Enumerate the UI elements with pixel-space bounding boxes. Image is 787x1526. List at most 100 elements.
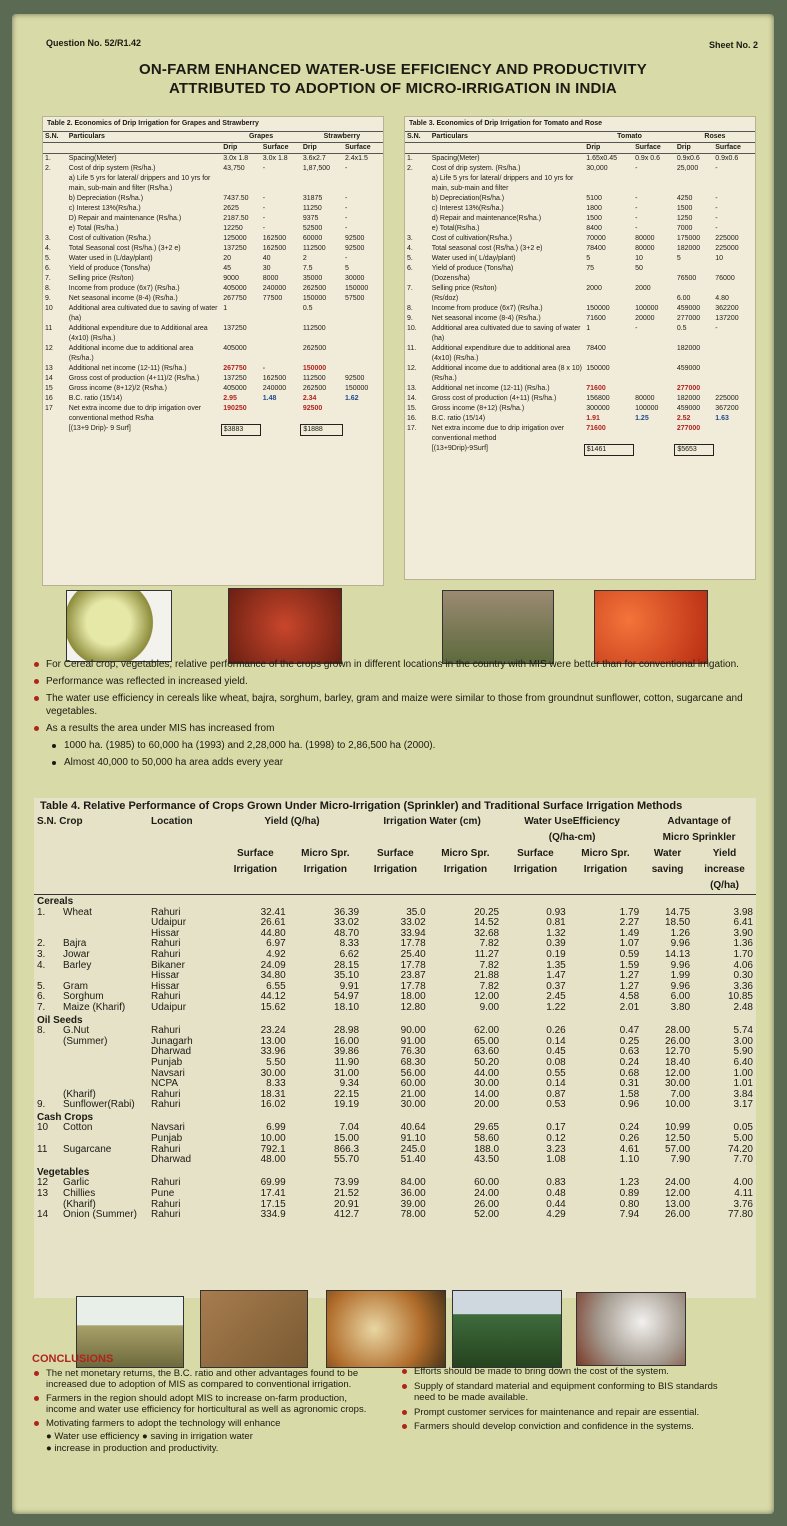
row-value: 1 [586, 325, 591, 332]
row-value: 91.10 [400, 1133, 426, 1145]
row-crop [60, 1155, 148, 1166]
row-value: 11.90 [334, 1056, 360, 1068]
row-value [633, 444, 675, 455]
row-value: 4.58 [619, 991, 640, 1003]
row-value: 0.83 [546, 1177, 566, 1189]
row-value: - [635, 225, 638, 232]
row-value: 182000 [676, 395, 701, 402]
row-sn [34, 1037, 60, 1048]
t4-h-wue: Water UseEfficiency [524, 816, 620, 827]
grapes-photo [66, 590, 172, 662]
row-sn: 12 [37, 1177, 49, 1189]
table-row: Punjab 10.00 15.00 91.10 58.60 0.12 0.26 12.50 5… [34, 1133, 756, 1145]
row-crop: Sunflower(Rabi) [63, 1099, 135, 1111]
row-value [675, 284, 713, 294]
row-value: 3.84 [733, 1088, 753, 1100]
table-row: 13 Chillies Pune 17.41 21.52 36.00 24.00 0.48 0.… [34, 1188, 756, 1200]
row-value: 4.06 [733, 959, 753, 971]
row-value: 22.15 [334, 1088, 360, 1100]
row-value: 13.00 [260, 1035, 286, 1047]
table2: S.N. Particulars Grapes Strawberry Drip Surfa… [43, 132, 383, 436]
col-crop-2: Strawberry [300, 132, 383, 143]
row-location: Hissar [151, 970, 180, 982]
row-value: 10 [635, 255, 643, 262]
blank [66, 142, 222, 154]
row-value: 0.59 [619, 948, 640, 960]
row-value: 162500 [262, 235, 287, 242]
row-crop: Bajra [63, 938, 87, 950]
table-row: Dharwad 48.00 55.70 51.40 43.50 1.08 1.10 7.90 7… [34, 1155, 756, 1166]
row-value: 21.88 [474, 970, 500, 982]
row-value: 0.45 [546, 1046, 566, 1058]
table-row: 1. Spacing(Meter) 1.65x0.45 0.9x 0.6 0.9x0.6… [405, 154, 755, 165]
row-value: 26.00 [665, 1035, 691, 1047]
row-value: 2187.50 [223, 215, 249, 222]
row-value: 262500 [302, 385, 327, 392]
row-value: 0.39 [546, 938, 566, 950]
row-value: 5 [344, 265, 349, 272]
row-value: - [344, 225, 348, 232]
row-value: 262500 [302, 285, 327, 292]
row-value: 60.00 [474, 1177, 500, 1189]
row-crop: Barley [63, 959, 92, 971]
row-value: 1.79 [619, 906, 640, 918]
table-row: 8. G.Nut Rahuri 23.24 28.98 90.00 62.00 0.26 0.4… [34, 1026, 756, 1037]
row-value: 92500 [344, 375, 365, 382]
table-row: a) Life 5 yrs for lateral/ drippers and … [43, 174, 383, 194]
row-value [343, 344, 383, 364]
section-heading: Vegetables [37, 1166, 90, 1178]
row-sn [43, 204, 67, 214]
row-particular: e) Total (Rs/ha.) [68, 225, 119, 232]
row-value: - [635, 165, 638, 172]
row-crop [60, 1058, 148, 1069]
row-location: Rahuri [151, 948, 181, 960]
row-value: 0.9x0.6 [715, 155, 739, 162]
row-particular: Net extra income due to drip irrigation … [431, 425, 565, 442]
table-row: Navsari 30.00 31.00 56.00 44.00 0.55 0.68 12.00… [34, 1067, 756, 1080]
row-value: 3.80 [670, 1001, 691, 1013]
row-value: 30.00 [400, 1099, 426, 1111]
table-row: 17 Net extra income due to drip irrigatio… [43, 404, 383, 424]
table-row: 8. Income from produce (6x7) (Rs/ha.) 1500… [405, 304, 755, 314]
row-value: 3.36 [733, 980, 753, 992]
row-value: 137250 [223, 245, 247, 252]
row-location: Dharwad [151, 1046, 192, 1058]
row-value: 21.52 [334, 1188, 360, 1200]
row-value: $1888 [300, 423, 344, 436]
col-crop-2: Roses [674, 132, 755, 143]
row-sn [405, 194, 430, 204]
row-value: 1.10 [619, 1154, 640, 1166]
row-value: 65.00 [474, 1035, 500, 1047]
row-value: 52500 [302, 225, 323, 232]
row-value: 10.00 [260, 1133, 286, 1145]
row-value: 9.91 [339, 980, 360, 992]
row-value: 13.00 [665, 1198, 691, 1210]
row-value: 1800 [586, 205, 602, 212]
row-value: 28.98 [334, 1025, 360, 1037]
row-value: 80000 [635, 235, 655, 242]
table-row: 4. Total seasonal cost (Rs/ha.) (3+2 e) 78… [405, 244, 755, 254]
row-value: 33.02 [400, 917, 426, 929]
table-row: 5. Water used in (L/day/plant) 20 40 2 - [43, 254, 383, 264]
table-row: 3. Jowar Rahuri 4.92 6.62 25.40 11.27 0.19 0.59 1… [34, 948, 756, 961]
row-value: 30,000 [586, 165, 608, 172]
blank [43, 142, 67, 154]
row-value: 1.01 [733, 1078, 753, 1090]
row-value [713, 364, 755, 384]
row-value: 0.47 [619, 1025, 640, 1037]
row-value: 7.5 [302, 265, 313, 272]
title-line-1: ON-FARM ENHANCED WATER-USE EFFICIENCY AN… [138, 61, 648, 78]
row-particular: Income from produce (6x7) (Rs/ha.) [68, 285, 180, 292]
row-value: 12250 [223, 225, 243, 232]
row-value: 0.87 [546, 1088, 566, 1100]
row-value: 45 [223, 265, 232, 272]
row-value [301, 174, 343, 194]
row-particular: Yield of produce (Tons/ha) [431, 265, 514, 272]
row-sn: 1. [37, 906, 46, 918]
table-row: 1. Spacing(Meter) 3.0x 1.8 3.0x 1.8 3.6x2.7 2… [43, 154, 383, 165]
finding-2: Performance was reflected in increased y… [32, 675, 752, 688]
row-value: 18.10 [334, 1001, 360, 1013]
row-sn: 13 [37, 1188, 49, 1200]
row-value: 0.68 [619, 1067, 640, 1079]
row-value: 25.40 [400, 948, 426, 960]
